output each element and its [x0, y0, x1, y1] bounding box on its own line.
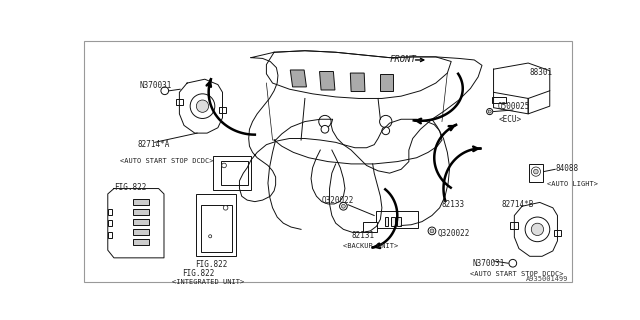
Text: <INTEGRATED UNIT>: <INTEGRATED UNIT> — [172, 279, 244, 285]
Text: FRONT: FRONT — [390, 55, 417, 64]
Bar — [385, 217, 388, 226]
Bar — [219, 107, 227, 113]
Circle shape — [196, 100, 209, 112]
Text: 82714*B: 82714*B — [501, 200, 534, 209]
Text: FIG.822: FIG.822 — [114, 183, 147, 192]
Polygon shape — [291, 70, 307, 87]
Circle shape — [161, 87, 168, 95]
Bar — [391, 217, 395, 226]
Text: 88301: 88301 — [530, 68, 553, 77]
Bar — [376, 211, 419, 228]
Circle shape — [221, 163, 227, 168]
Circle shape — [382, 127, 390, 135]
Text: 84088: 84088 — [555, 164, 579, 173]
Bar — [212, 156, 251, 190]
Bar — [554, 230, 561, 236]
Bar — [108, 232, 112, 238]
Text: Q500025: Q500025 — [497, 102, 530, 111]
Bar — [364, 222, 378, 232]
Bar — [397, 217, 401, 226]
Text: <BACKUP UNIT>: <BACKUP UNIT> — [344, 243, 399, 249]
Circle shape — [190, 94, 215, 118]
Circle shape — [428, 227, 436, 235]
Circle shape — [531, 167, 541, 176]
Circle shape — [525, 217, 550, 242]
Circle shape — [342, 204, 346, 208]
Circle shape — [531, 223, 543, 236]
Circle shape — [340, 203, 348, 210]
Polygon shape — [350, 73, 365, 92]
Text: N370031: N370031 — [473, 260, 505, 268]
Text: Q320022: Q320022 — [437, 229, 470, 238]
Text: Q320022: Q320022 — [322, 196, 354, 205]
Text: <AUTO LIGHT>: <AUTO LIGHT> — [547, 181, 598, 187]
Bar — [201, 205, 232, 252]
Circle shape — [509, 260, 516, 267]
Circle shape — [319, 116, 331, 128]
Text: FIG.822: FIG.822 — [196, 260, 228, 269]
Polygon shape — [319, 71, 335, 90]
Text: 82714*A: 82714*A — [137, 140, 170, 149]
Bar — [133, 198, 148, 205]
Text: 82133: 82133 — [442, 200, 465, 209]
Bar — [133, 239, 148, 245]
Bar — [492, 97, 506, 103]
Bar — [175, 99, 183, 105]
Circle shape — [430, 229, 434, 233]
Bar — [221, 161, 248, 186]
Bar — [511, 222, 518, 228]
Circle shape — [488, 110, 492, 113]
Bar — [196, 194, 236, 256]
Text: A935001499: A935001499 — [525, 276, 568, 282]
Polygon shape — [380, 74, 393, 91]
Text: N370031: N370031 — [140, 81, 172, 90]
Circle shape — [209, 235, 212, 238]
Bar — [529, 164, 543, 182]
Bar — [108, 209, 112, 215]
Text: <AUTO START STOP DCDC>: <AUTO START STOP DCDC> — [120, 158, 214, 164]
Circle shape — [321, 125, 329, 133]
Bar — [133, 209, 148, 215]
Circle shape — [380, 116, 392, 128]
Bar — [133, 219, 148, 225]
Circle shape — [486, 108, 493, 115]
Text: 82131: 82131 — [351, 231, 374, 240]
Text: FIG.822: FIG.822 — [182, 269, 214, 278]
Bar — [108, 220, 112, 226]
Circle shape — [534, 169, 538, 174]
Text: <AUTO START STOP DCDC>: <AUTO START STOP DCDC> — [470, 271, 564, 277]
Circle shape — [223, 205, 228, 210]
Bar — [133, 228, 148, 235]
Text: <ECU>: <ECU> — [499, 115, 522, 124]
